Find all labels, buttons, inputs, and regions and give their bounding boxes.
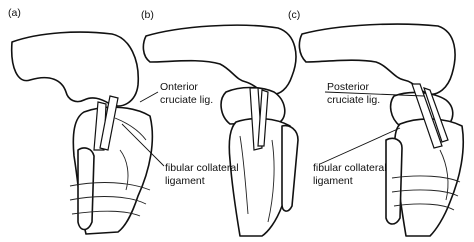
panel-label: (b) (141, 9, 154, 21)
pointer-line (139, 91, 159, 103)
annotation-line: cruciate lig. (160, 94, 213, 106)
annotation-line: Posterior (327, 81, 370, 93)
panel-c-drawing (298, 23, 465, 237)
annotation-line: fibular collateral (313, 162, 387, 174)
annotation-line: ligament (313, 175, 353, 187)
annotation: fibular collateral ligament (313, 162, 389, 187)
panel-label: (a) (8, 7, 21, 19)
annotation-line: cruciate lig. (327, 94, 380, 106)
panel-b-drawing (142, 24, 299, 237)
panel-label: (c) (288, 9, 300, 21)
annotation: Onterior cruciate lig. (160, 81, 213, 106)
annotation-line: fibular collateral (165, 162, 239, 174)
annotation: fibular collateral ligament (165, 162, 241, 187)
annotation: Posterior cruciate lig. (327, 81, 380, 106)
pointer-line (324, 91, 425, 97)
annotation-line: Onterior (160, 81, 198, 93)
pointer-line (121, 123, 165, 167)
annotation-line: ligament (165, 175, 205, 187)
panel-a-drawing (10, 31, 154, 235)
pointer-line (319, 127, 401, 165)
